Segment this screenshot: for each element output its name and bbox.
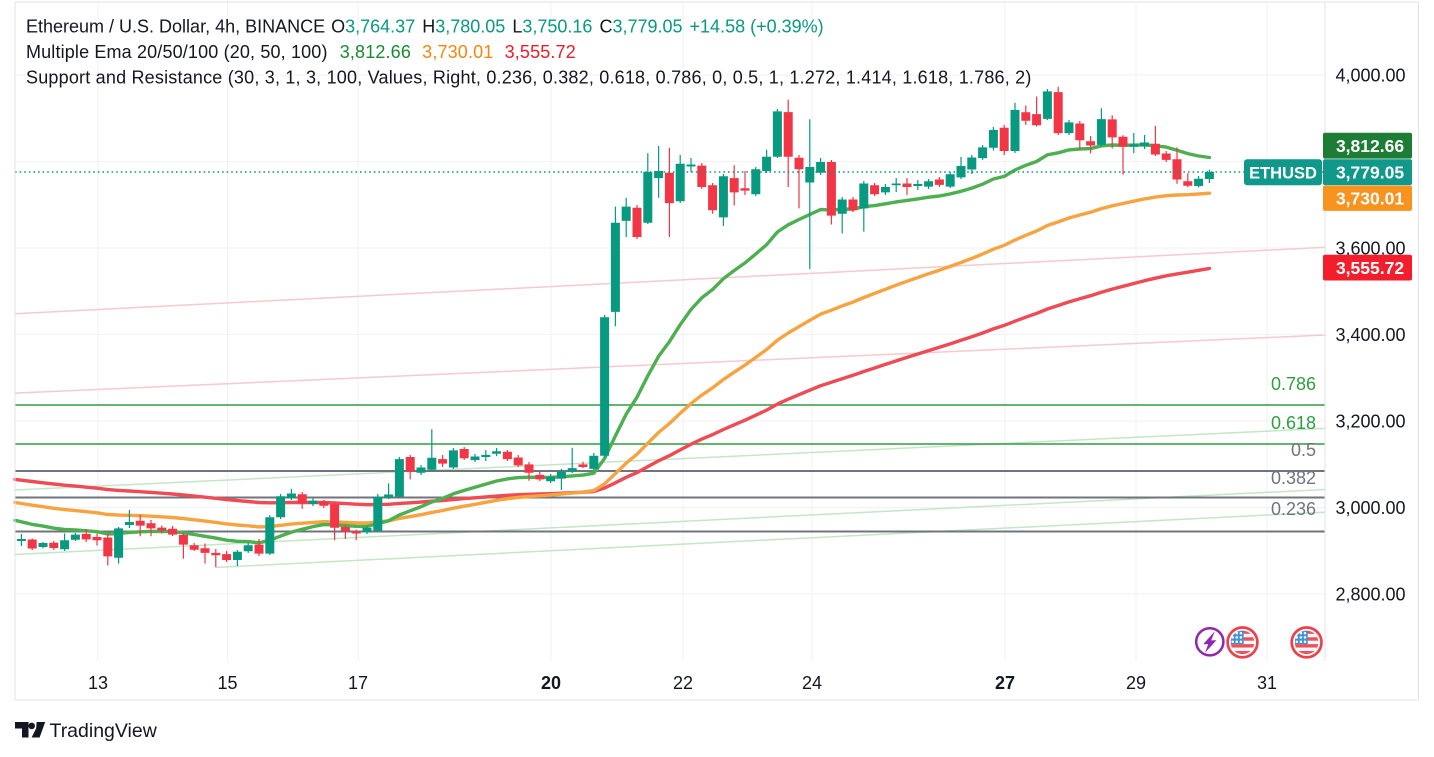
svg-text:2,800.00: 2,800.00 <box>1336 584 1406 604</box>
svg-text:TradingView: TradingView <box>50 720 158 742</box>
svg-text:27: 27 <box>995 673 1015 693</box>
svg-text:0.618: 0.618 <box>1271 413 1316 433</box>
svg-text:3,555.72: 3,555.72 <box>1336 258 1404 278</box>
svg-text:29: 29 <box>1126 673 1146 693</box>
svg-text:0.236: 0.236 <box>1271 499 1316 519</box>
svg-text:3,730.01: 3,730.01 <box>1336 189 1404 209</box>
svg-text:Ethereum / U.S. Dollar, 4h, BI: Ethereum / U.S. Dollar, 4h, BINANCE O3,7… <box>26 16 824 36</box>
svg-text:15: 15 <box>217 673 237 693</box>
svg-text:4,000.00: 4,000.00 <box>1336 65 1406 85</box>
svg-text:17: 17 <box>348 673 368 693</box>
svg-text:0.786: 0.786 <box>1271 374 1316 394</box>
svg-text:Multiple Ema 20/50/100 (20, 50: Multiple Ema 20/50/100 (20, 50, 100) 3,8… <box>26 42 576 62</box>
svg-text:3,200.00: 3,200.00 <box>1336 411 1406 431</box>
svg-text:13: 13 <box>88 673 108 693</box>
svg-text:0.5: 0.5 <box>1291 440 1316 460</box>
svg-text:22: 22 <box>673 673 693 693</box>
svg-text:31: 31 <box>1257 673 1277 693</box>
svg-text:3,600.00: 3,600.00 <box>1336 238 1406 258</box>
svg-text:3,779.05: 3,779.05 <box>1336 163 1404 183</box>
svg-text:3,000.00: 3,000.00 <box>1336 498 1406 518</box>
svg-text:Support and Resistance (30, 3,: Support and Resistance (30, 3, 1, 3, 100… <box>26 67 1032 87</box>
svg-text:24: 24 <box>802 673 822 693</box>
svg-text:20: 20 <box>541 673 561 693</box>
svg-text:3,812.66: 3,812.66 <box>1336 136 1404 156</box>
svg-text:ETHUSD: ETHUSD <box>1249 165 1317 183</box>
svg-text:3,400.00: 3,400.00 <box>1336 325 1406 345</box>
svg-text:0.382: 0.382 <box>1271 468 1316 488</box>
